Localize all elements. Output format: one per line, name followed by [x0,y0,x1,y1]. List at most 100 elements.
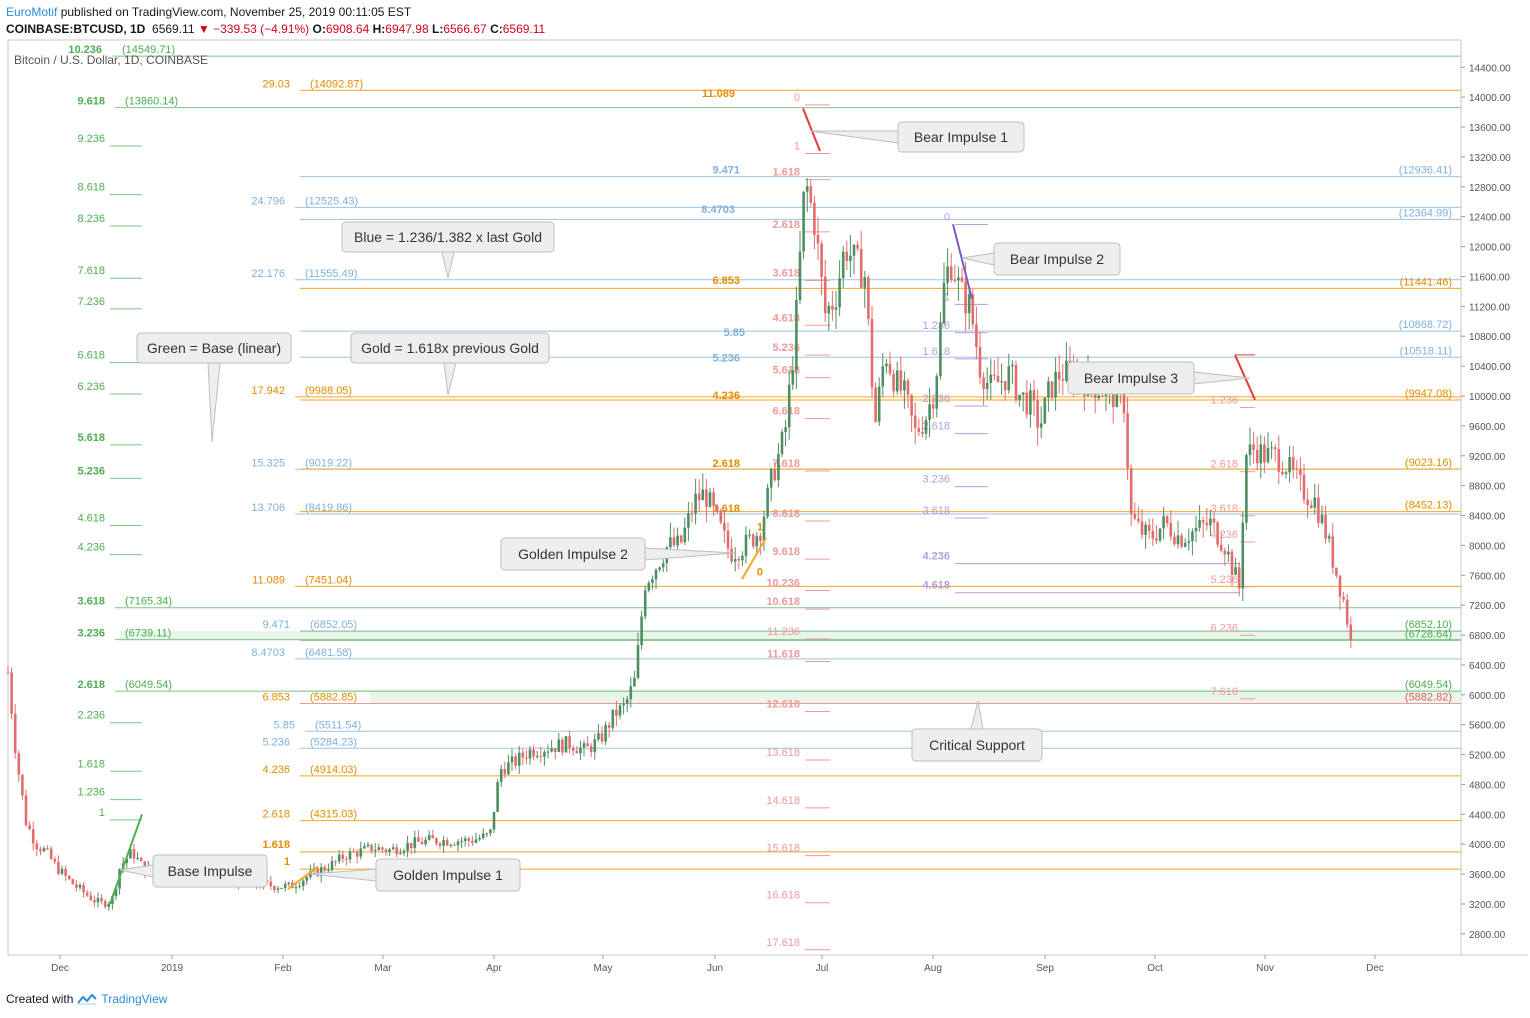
base-fib-label: 5.618 [77,432,105,444]
candle-body [849,255,852,262]
candle-body [798,251,802,301]
bear-impulse1-line [802,108,821,152]
tradingview-link[interactable]: TradingView [101,992,168,1006]
candle-body [1299,469,1302,475]
base-fib-label: 1.618 [77,758,105,770]
bear1-fib-label: 5.236 [772,342,800,354]
candle-body [575,751,579,754]
candle-body [881,366,885,387]
fib-price-label: (5882.85) [310,692,357,704]
candle-body [370,844,373,852]
candle-body [528,749,532,759]
y-tick-label: 10800.00 [1469,332,1511,343]
candle-body [1263,444,1266,463]
x-tick-label: Nov [1256,963,1274,974]
candle-body [600,733,604,742]
candle-body [910,394,913,416]
fib-price-label: (7165.34) [125,596,172,608]
candle-body [1255,449,1259,464]
candle-body [96,898,100,903]
candle-body [409,842,413,848]
bear2-fib-label: 1 [944,291,950,303]
support-band-lower [370,691,1461,704]
fib-price-label: (14549.71) [122,44,175,56]
fib-price-label: (9988.05) [305,385,352,397]
y-tick-label: 6000.00 [1469,691,1506,702]
candle-body [633,677,636,687]
author-link[interactable]: EuroMotif [6,5,58,19]
candle-body [859,248,863,288]
candle-body [1259,444,1263,464]
candle-body [129,849,132,859]
candle-body [330,861,334,870]
fib-ratio-label: 11.089 [252,574,285,586]
candle-body [888,363,892,374]
candle-body [939,322,942,377]
bear2-fib-label: 4.236 [922,551,950,563]
base-impulse-line [109,813,143,905]
candle-body [1266,448,1270,463]
candle-body [42,848,46,852]
candle-body [1237,567,1241,589]
candle-body [1309,505,1313,508]
candle-body [1194,527,1198,532]
bear3-fib-label: 7.618 [1210,686,1238,698]
candle-body [762,516,766,541]
candle-body [49,848,53,859]
candle-body [1176,535,1180,545]
candle-body [622,703,625,706]
y-tick-label: 12400.00 [1469,213,1511,224]
bear1-fib-label: 9.618 [772,546,800,558]
candle-body [1349,624,1353,640]
candle-body [780,431,784,454]
candle-body [820,243,823,277]
fib-ratio-label: 17.942 [251,385,285,397]
candle-body [636,645,640,678]
gold-fib-label: 1.618 [262,839,290,851]
fib-ratio-label: 6.853 [262,692,290,704]
candle-body [809,186,813,203]
fib-price-label: (5882.82) [1405,692,1452,704]
candle-body [582,743,586,748]
x-tick-label: Mar [374,963,392,974]
candle-body [975,324,978,347]
candle-body [366,844,370,847]
candle-body [863,277,867,288]
fib-ratio-label: 29.03 [262,78,290,90]
candle-body [460,840,463,842]
fib-price-label: (6728.64) [1405,628,1452,640]
candle-body [89,895,93,901]
fib-price-label: (8419.86) [305,502,352,514]
candle-body [406,842,409,851]
candle-body [1101,395,1104,397]
fib-price-label: (4315.03) [310,809,357,821]
fib-ratio-label: 5.236 [262,736,290,748]
candle-body [334,861,337,863]
candle-body [1047,381,1050,398]
bear3-fib-label: 2.618 [1210,459,1238,471]
candle-body [841,251,845,279]
callout-box [136,332,292,364]
candle-body [629,686,633,700]
impulse-fib-label: 11.089 [702,88,735,100]
candle-body [438,843,442,846]
candle-body [928,404,931,420]
candle-body [823,276,827,314]
bear3-fib-label: 3.618 [1210,503,1238,515]
candle-body [478,837,481,840]
candle-body [942,282,946,323]
candle-body [676,535,679,546]
candle-body [773,469,777,481]
fib-price-label: (10868.72) [1399,319,1452,331]
callout-text: Gold = 1.618x previous Gold [361,340,539,356]
candle-body [579,747,582,754]
candle-body [1018,394,1021,401]
candle-body [323,867,327,871]
candle-body [75,884,78,888]
low-label: L: [432,22,444,36]
candle-body [1331,536,1335,568]
candle-body [791,370,795,385]
high-label: H: [372,22,386,36]
candle-body [1050,381,1054,398]
